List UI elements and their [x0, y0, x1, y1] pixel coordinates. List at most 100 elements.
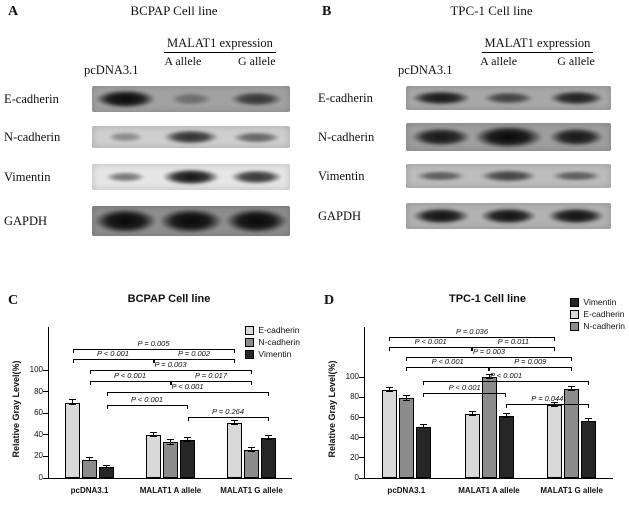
blot-rows: E-cadherin N-cadherin Vimentin GAPDH [318, 86, 611, 229]
significance-bracket [106, 391, 269, 396]
y-tick-label: 20 [350, 452, 359, 462]
y-tick-label: 20 [34, 451, 43, 461]
y-tick-mark [43, 455, 48, 457]
protein-label: Vimentin [318, 168, 365, 183]
error-bar-cap [585, 418, 593, 420]
error-bar-cap [502, 416, 510, 418]
legend-swatch [570, 297, 580, 307]
blot-row: GAPDH [318, 203, 611, 229]
legend-label: Vimentin [258, 349, 292, 359]
error-bar-cap [150, 431, 157, 433]
p-value-label: P < 0.001 [171, 381, 204, 391]
panel-letter-d: D [324, 293, 335, 308]
significance-bracket [389, 337, 555, 342]
error-bar-cap [385, 387, 393, 389]
protein-band [230, 170, 283, 184]
legend-label: Vimentin [583, 297, 617, 307]
error-bar-cap [468, 414, 476, 416]
legend-item: E-cadherin [570, 309, 625, 319]
y-tick-label: 0 [354, 473, 359, 482]
error-bar [422, 425, 424, 429]
y-tick-mark [359, 477, 364, 479]
bar-vimentin-pcdna3.1 [415, 426, 431, 478]
error-bar-cap [150, 436, 157, 438]
x-category-label: MALAT1 G allele [220, 486, 283, 495]
error-bar-cap [265, 434, 272, 436]
bar-e-cadherin-malat1-g-allele [547, 404, 563, 478]
error-bar-cap [248, 446, 255, 448]
legend-swatch [245, 337, 255, 347]
significance-bracket [72, 359, 154, 364]
blot-row: N-cadherin [318, 123, 611, 151]
error-bar-cap [231, 419, 238, 421]
malat1-expression-label: MALAT1 expression [481, 36, 594, 53]
significance-bracket [406, 357, 572, 362]
protein-label: N-cadherin [318, 129, 375, 144]
error-bar-cap [419, 427, 427, 429]
error-bar [268, 435, 269, 441]
bar-vimentin-malat1-a-allele [498, 415, 514, 478]
error-bar [106, 466, 107, 469]
p-value-label: P < 0.001 [113, 370, 147, 380]
protein-band [160, 208, 222, 234]
significance-bracket [187, 416, 269, 421]
error-bar-cap [568, 390, 576, 392]
x-category-label: MALAT1 G allele [540, 486, 603, 495]
p-value-label: P = 0.044 [531, 393, 564, 403]
p-value-label: P = 0.003 [154, 360, 187, 370]
legend-item: E-cadherin [245, 325, 300, 335]
y-tick-mark [43, 477, 48, 479]
bar-chart-tpc1: Relative Gray Level(%) 0 20 40 60 80 100 pcDNA3… [318, 297, 627, 507]
protein-band [480, 170, 537, 182]
significance-bracket [423, 393, 506, 398]
error-bar-cap [402, 395, 410, 397]
legend-label: N-cadherin [258, 337, 300, 347]
p-value-label: P < 0.001 [130, 394, 164, 404]
blot-row: GAPDH [4, 206, 290, 236]
y-tick-mark [359, 396, 364, 398]
error-bar-cap [585, 421, 593, 423]
significance-bracket [72, 348, 235, 353]
bar-vimentin-malat1-g-allele [581, 420, 597, 478]
panel-a-blot: A BCPAP Cell line pcDNA3.1 MALAT1 expres… [0, 0, 308, 288]
lane-label-pcdna3-1: pcDNA3.1 [398, 63, 453, 77]
error-bar-cap [69, 399, 76, 401]
protein-band [548, 207, 604, 225]
significance-bracket [506, 403, 589, 408]
bar-n-cadherin-malat1-a-allele [481, 377, 497, 478]
x-category-label: MALAT1 A allele [139, 486, 202, 495]
y-tick-label: 60 [350, 412, 359, 422]
p-value-label: P = 0.011 [497, 337, 530, 347]
legend-label: E-cadherin [258, 325, 300, 335]
bar-vimentin-pcdna3.1 [99, 467, 114, 478]
blot-strip [406, 86, 611, 110]
panel-letter-b: B [322, 4, 332, 19]
error-bar [554, 402, 556, 407]
protein-band [416, 170, 466, 182]
protein-band [549, 127, 603, 147]
error-bar-cap [103, 465, 110, 467]
error-bar-cap [184, 437, 191, 439]
error-bar-cap [485, 374, 493, 376]
error-bar-cap [231, 424, 238, 426]
p-value-label: P = 0.017 [194, 370, 228, 380]
bar-n-cadherin-pcdna3.1 [82, 459, 97, 478]
x-category-label: MALAT1 A allele [458, 486, 520, 495]
y-tick-label: 100 [345, 372, 359, 382]
legend-item: N-cadherin [245, 337, 300, 347]
allele-labels: A allele G allele [146, 54, 294, 69]
legend-swatch [245, 349, 255, 359]
y-tick-mark [359, 437, 364, 439]
y-tick-mark [43, 434, 48, 436]
bar-e-cadherin-pcdna3.1 [381, 390, 397, 478]
y-tick-mark [359, 376, 364, 378]
legend-item: Vimentin [245, 349, 300, 359]
panel-d-title: TPC-1 Cell line [448, 293, 527, 305]
p-value-label: P < 0.001 [448, 383, 481, 393]
blot-row: E-cadherin [318, 86, 611, 110]
panel-b-title: TPC-1 Cell line [450, 3, 533, 18]
protein-band [474, 125, 543, 149]
blot-strip [406, 123, 611, 151]
bar-e-cadherin-pcdna3.1 [65, 402, 80, 478]
y-tick-label: 0 [38, 473, 43, 482]
